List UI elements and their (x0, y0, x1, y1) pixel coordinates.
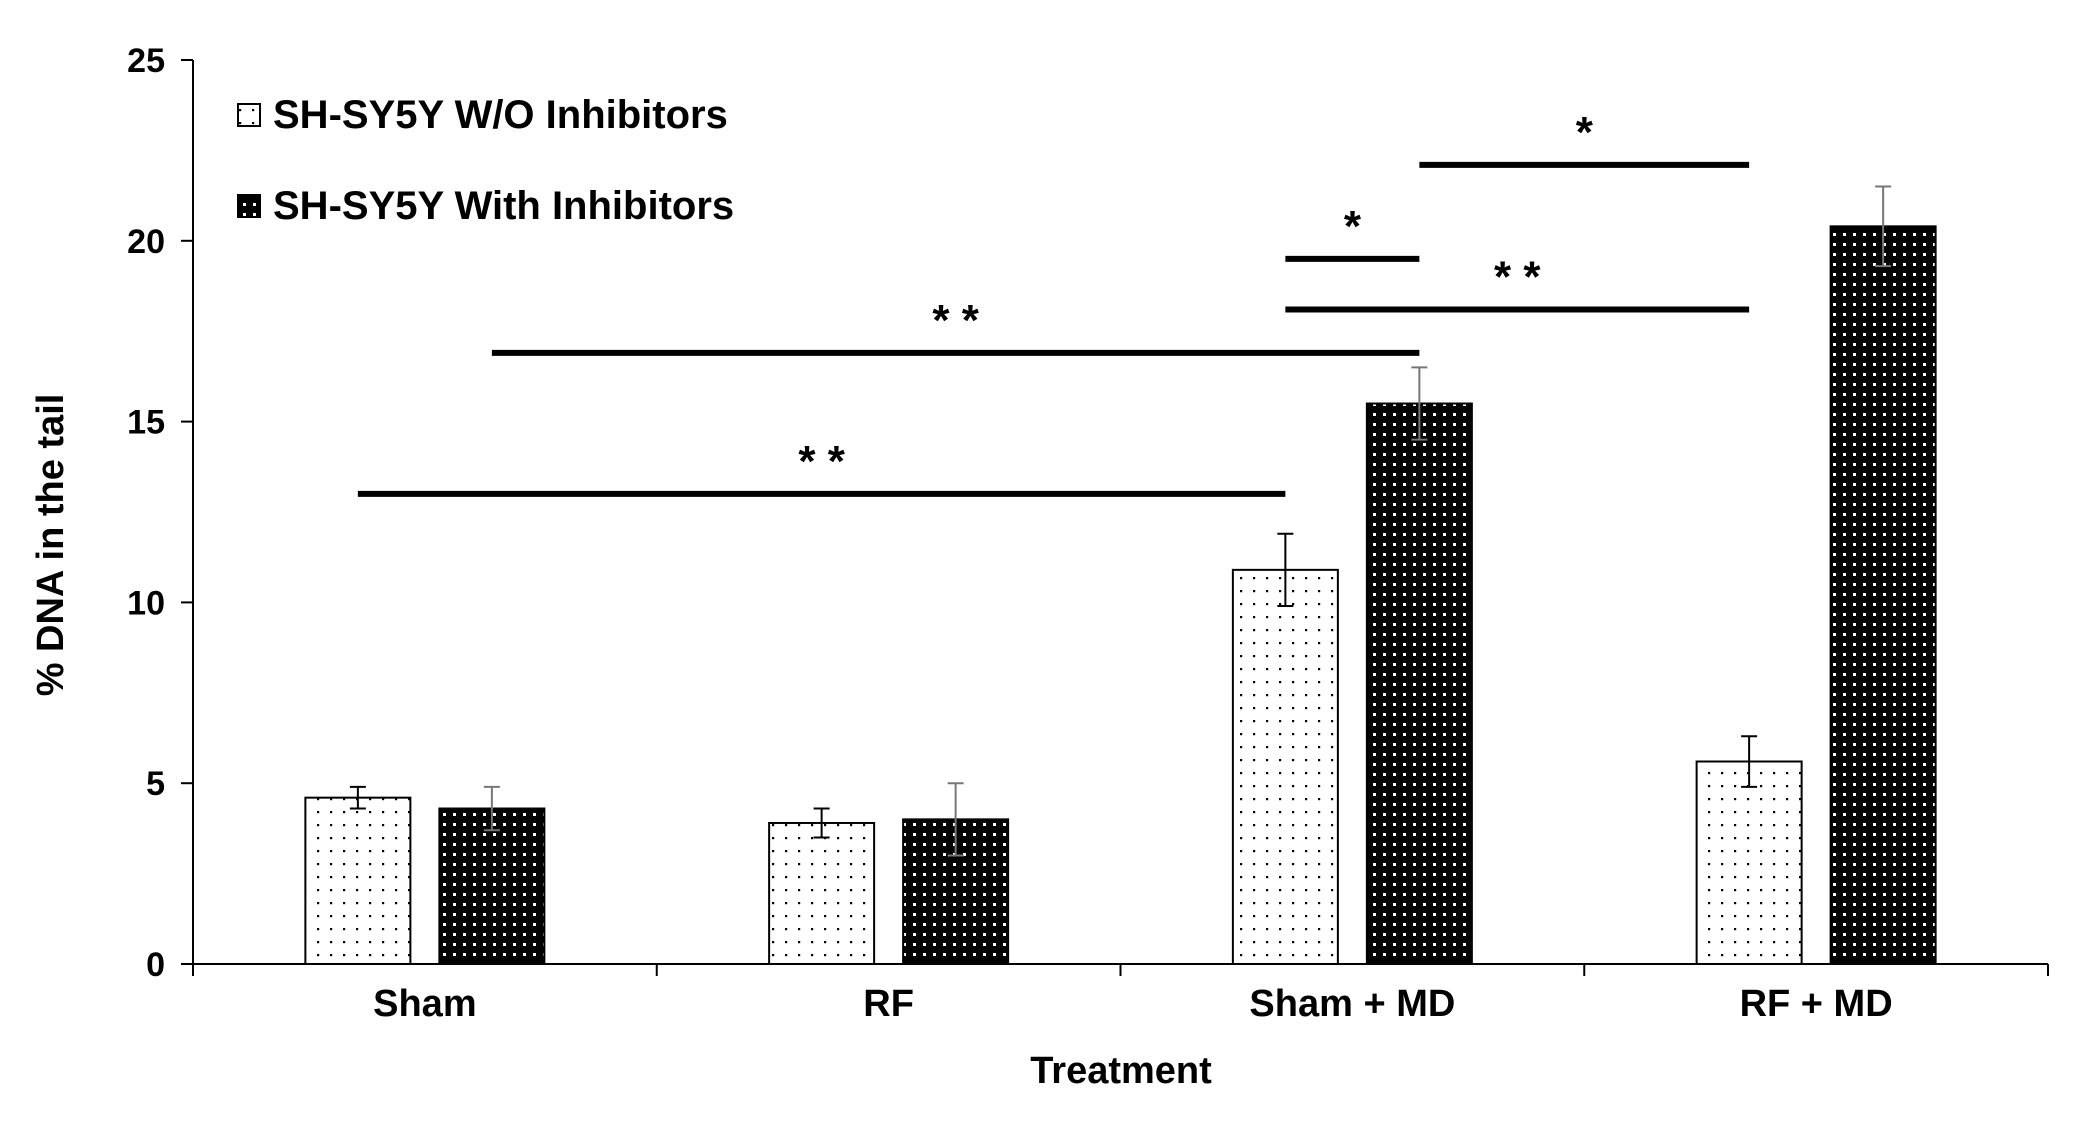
x-category-label: RF + MD (1740, 983, 1893, 1025)
x-category-label: RF (863, 983, 914, 1025)
bar (1365, 402, 1473, 965)
bar (768, 821, 876, 966)
x-category-label: Sham (373, 983, 476, 1025)
bars (304, 225, 1937, 966)
bar (304, 796, 412, 965)
significance-annotations: * * * * * * * * (357, 108, 1750, 497)
bar (438, 807, 546, 966)
legend-label-without-inhibitors: SH-SY5Y W/O Inhibitors (273, 93, 728, 137)
error-bars (349, 185, 1892, 857)
x-axis-title: Treatment (1030, 1050, 1212, 1092)
bar (1695, 760, 1803, 966)
bar (1829, 225, 1937, 965)
x-category-label: Sham + MD (1249, 983, 1455, 1025)
significance-label: * * (798, 437, 845, 486)
axes: 0 5 10 15 20 25 Sham RF Sham + MD RF + MD (127, 42, 2049, 1025)
y-tick-label: 20 (127, 223, 165, 261)
bar (1231, 568, 1339, 966)
legend: SH-SY5Y W/O Inhibitors SH-SY5Y With Inhi… (237, 93, 734, 228)
significance-label: * * (932, 296, 979, 345)
significance-label: * (1344, 202, 1362, 251)
significance-label: * (1576, 108, 1594, 157)
y-tick-label: 15 (127, 404, 165, 442)
legend-swatch-with-inhibitors (237, 194, 261, 218)
significance-label: * * (1494, 253, 1541, 302)
legend-swatch-without-inhibitors (237, 103, 261, 127)
y-tick-label: 10 (127, 584, 165, 622)
y-axis-title: % DNA in the tail (30, 394, 72, 697)
y-tick-label: 25 (127, 42, 165, 80)
legend-label-with-inhibitors: SH-SY5Y With Inhibitors (273, 184, 734, 228)
y-tick-label: 0 (146, 946, 165, 984)
y-tick-label: 5 (146, 765, 165, 803)
